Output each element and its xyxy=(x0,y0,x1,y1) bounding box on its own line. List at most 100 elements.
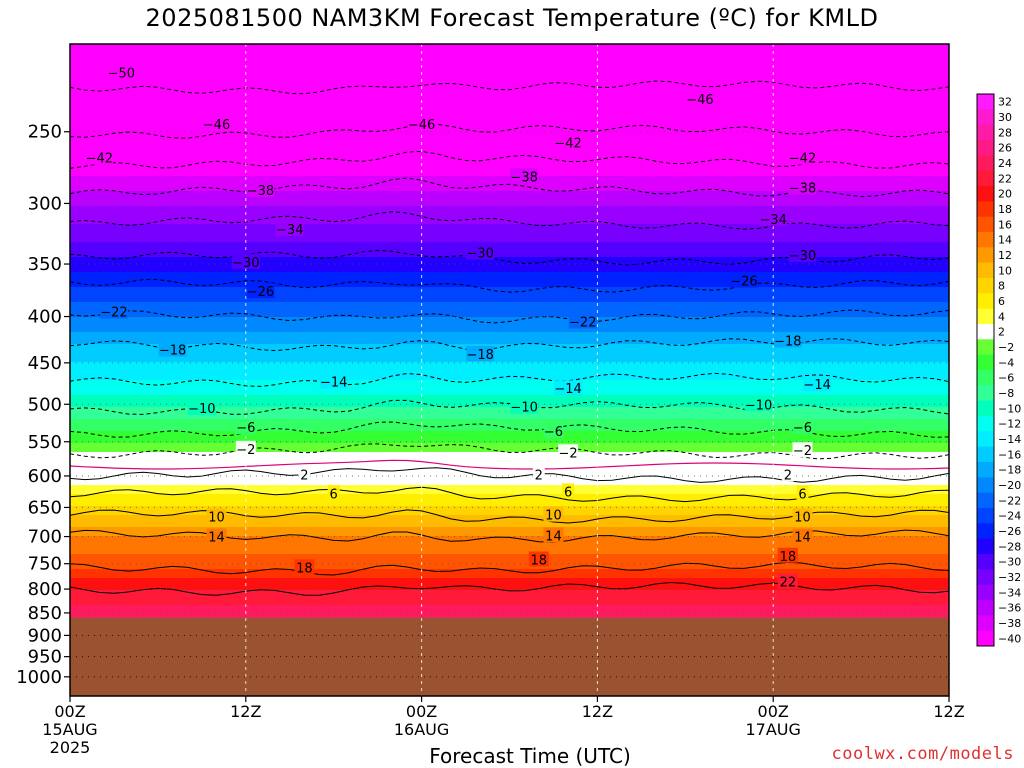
contour-label-bg xyxy=(788,149,817,165)
contour-label-bg xyxy=(685,90,714,106)
temperature-band xyxy=(70,377,949,381)
contour-label-bg xyxy=(729,272,758,288)
temperature-band xyxy=(70,98,949,102)
contour-line xyxy=(70,399,949,415)
temperature-band xyxy=(70,461,949,465)
contour-label-bg xyxy=(788,246,817,262)
y-tick-label: 950 xyxy=(28,647,62,668)
temperature-band xyxy=(70,410,949,414)
plot-frame xyxy=(69,43,950,697)
temperature-band xyxy=(70,380,949,384)
temperature-band xyxy=(70,575,949,579)
temperature-band xyxy=(70,602,949,606)
temperature-band xyxy=(70,338,949,342)
contour-label-bg xyxy=(759,210,788,226)
temperature-band xyxy=(70,230,949,234)
temperature-band xyxy=(70,539,949,543)
colorbar-swatch xyxy=(977,293,994,310)
colorbar-label: −32 xyxy=(998,571,1021,584)
grid-lines xyxy=(70,44,949,696)
temperature-band xyxy=(70,545,949,549)
colorbar-label: 10 xyxy=(998,264,1012,277)
contour-label: −6 xyxy=(236,421,255,436)
temperature-band xyxy=(70,47,949,51)
contour-label-bg xyxy=(206,528,227,544)
y-tick-label: 400 xyxy=(28,307,62,328)
temperature-band xyxy=(70,284,949,288)
contour-label: −42 xyxy=(554,137,581,152)
temperature-band xyxy=(70,527,949,531)
temperature-band xyxy=(70,272,949,276)
contour-line xyxy=(70,561,949,576)
contour-label-bg xyxy=(528,551,549,567)
y-tick-label: 350 xyxy=(28,254,62,275)
colorbar-swatch xyxy=(977,538,994,555)
ground-layer xyxy=(70,617,949,696)
contour-line xyxy=(70,467,949,483)
temperature-band xyxy=(70,590,949,594)
contour-line xyxy=(70,123,949,139)
x-tick-date: 17AUG xyxy=(745,720,800,739)
colorbar-label: −30 xyxy=(998,556,1021,569)
temperature-band xyxy=(70,269,949,273)
contour-label-bg xyxy=(803,376,832,392)
temperature-band xyxy=(70,446,949,450)
contour-label: −14 xyxy=(803,378,830,393)
temperature-band xyxy=(70,266,949,270)
colorbar-label: −24 xyxy=(998,510,1021,523)
contour-label: −26 xyxy=(247,285,274,300)
temperature-band xyxy=(70,107,949,111)
colorbar-label: −36 xyxy=(998,602,1021,615)
colorbar-swatch xyxy=(977,370,994,386)
contour-label: −38 xyxy=(247,184,274,199)
y-tick-label: 550 xyxy=(28,432,62,453)
temperature-band xyxy=(70,428,949,432)
temperature-band xyxy=(70,215,949,219)
contour-line xyxy=(70,177,949,198)
colorbar-label: 24 xyxy=(998,157,1012,170)
contour-label: −26 xyxy=(730,275,757,290)
temperature-band xyxy=(70,356,949,360)
contour-label-bg xyxy=(85,149,114,165)
contour-label: −2 xyxy=(236,443,255,458)
colorbar-label: 18 xyxy=(998,203,1012,216)
contour-label-bg xyxy=(792,442,813,458)
contour-label-bg xyxy=(407,115,436,131)
temperature-band xyxy=(70,179,949,183)
colorbar-swatch xyxy=(977,584,994,601)
contour-label: 14 xyxy=(545,529,562,544)
temperature-band xyxy=(70,533,949,537)
temperature-band xyxy=(70,44,949,48)
contour-label: −30 xyxy=(466,247,493,262)
colorbar-label: 14 xyxy=(998,234,1012,247)
colorbar-swatch xyxy=(977,462,994,478)
temperature-band xyxy=(70,308,949,312)
temperature-band xyxy=(70,80,949,84)
temperature-band xyxy=(70,581,949,585)
temperature-band xyxy=(70,470,949,474)
contour-line xyxy=(70,372,949,387)
colorbar-swatch xyxy=(977,615,994,632)
contour-label: 18 xyxy=(780,550,797,565)
y-tick-label: 800 xyxy=(28,579,62,600)
temperature-band xyxy=(70,332,949,336)
x-tick-label: 12Z xyxy=(933,702,964,721)
colorbar-swatch xyxy=(977,446,994,463)
temperature-band xyxy=(70,89,949,93)
contour-label-bg xyxy=(554,134,583,150)
contour-label-bg xyxy=(510,168,539,184)
temperature-band xyxy=(70,560,949,564)
colorbar-frame xyxy=(976,93,995,647)
temperature-band xyxy=(70,347,949,351)
temperature-band xyxy=(70,221,949,225)
temperature-band xyxy=(70,140,949,144)
temperature-band xyxy=(70,326,949,330)
y-tick-label: 600 xyxy=(28,466,62,487)
temperature-band xyxy=(70,473,949,477)
temperature-band xyxy=(70,296,949,300)
contour-label: −34 xyxy=(276,223,303,238)
temperature-band xyxy=(70,431,949,435)
contour-label: 14 xyxy=(794,531,811,546)
temperature-band xyxy=(70,608,949,612)
colorbar-swatch xyxy=(977,431,994,448)
